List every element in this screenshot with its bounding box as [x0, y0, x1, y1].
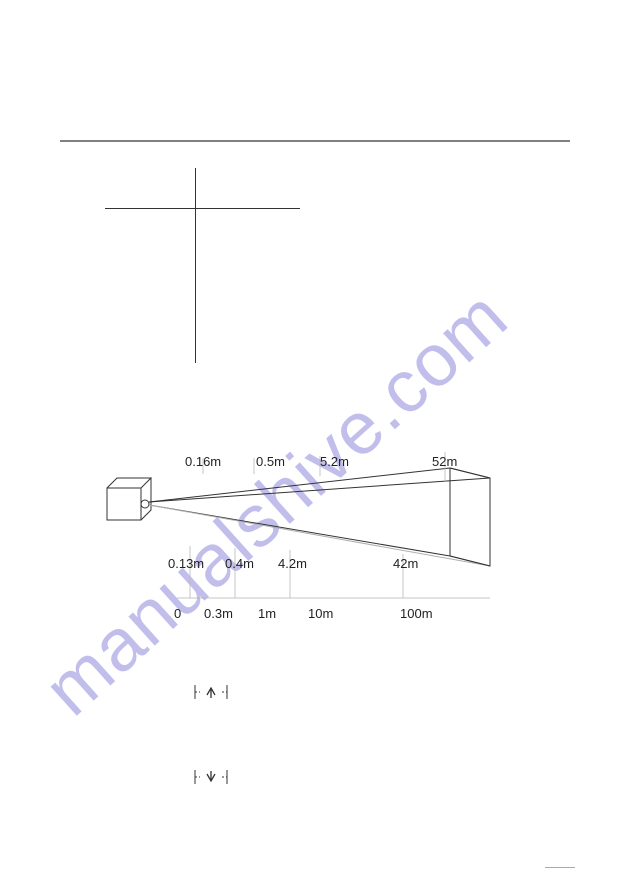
tick-guides [190, 452, 445, 598]
mid-label-2: 4.2m [278, 556, 307, 571]
top-label-0: 0.16m [185, 454, 221, 469]
bracket-up-icon [194, 682, 228, 702]
mid-label-3: 42m [393, 556, 418, 571]
lens-icon [141, 500, 149, 508]
bot-label-1: 0.3m [204, 606, 233, 621]
page-root: manualshive.com [0, 0, 629, 894]
bot-label-4: 100m [400, 606, 433, 621]
cross-vertical-line [195, 168, 196, 363]
top-label-2: 5.2m [320, 454, 349, 469]
bot-label-2: 1m [258, 606, 276, 621]
page-number-area [545, 858, 575, 868]
top-label-1: 0.5m [256, 454, 285, 469]
mid-label-1: 0.4m [225, 556, 254, 571]
bracket-down-icon [194, 767, 228, 787]
top-label-3: 52m [432, 454, 457, 469]
frustum [149, 468, 490, 566]
cross-horizontal-line [105, 208, 300, 209]
bot-label-3: 10m [308, 606, 333, 621]
mid-label-0: 0.13m [168, 556, 204, 571]
camera-cube [107, 478, 151, 520]
bot-label-0: 0 [174, 606, 181, 621]
header-rule [60, 140, 570, 142]
